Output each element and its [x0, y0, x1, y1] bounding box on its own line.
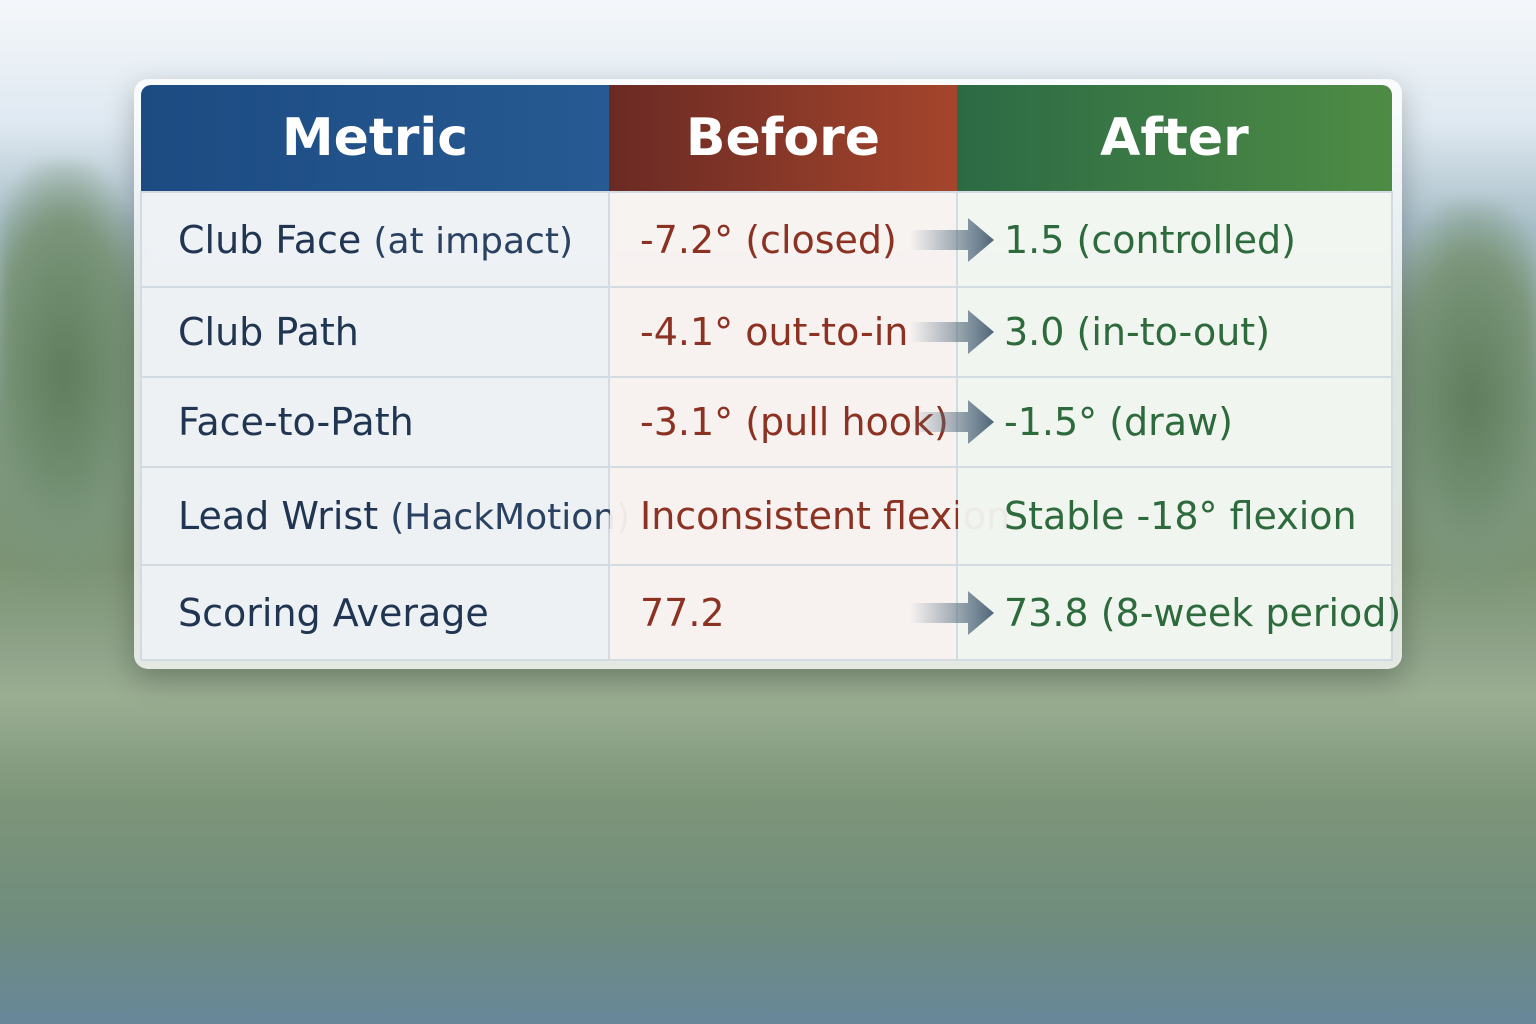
after-cell: 73.8 (8-week period) [910, 564, 1401, 661]
after-value: 73.8 (8-week period) [1004, 590, 1402, 635]
metric-cell: Club Face (at impact) [140, 191, 610, 288]
after-cell: 1.5 (controlled) [910, 191, 1393, 288]
before-value: Inconsistent flexion [640, 494, 1011, 538]
after-value: 1.5 (controlled) [1004, 217, 1296, 262]
arrow-right-icon [910, 217, 994, 262]
metric-cell: Face-to-Path [140, 376, 610, 468]
before-value: -4.1° out-to-in [640, 310, 909, 354]
header-after: After [957, 85, 1392, 192]
before-value: 77.2 [640, 590, 725, 635]
header-before: Before [609, 85, 957, 192]
after-value: Stable -18° flexion [1004, 494, 1357, 538]
metric-qualifier: (at impact) [373, 220, 574, 262]
after-cell: -1.5° (draw) [910, 376, 1393, 468]
metric-label: Scoring Average [178, 590, 489, 635]
metric-cell: Club Path [140, 286, 610, 378]
before-cell: 77.2 [608, 564, 958, 661]
table-row: Club Face (at impact) -7.2° (closed) 1.5… [140, 191, 1393, 288]
after-cell: 3.0 (in-to-out) [910, 286, 1393, 378]
after-value: -1.5° (draw) [1004, 400, 1233, 444]
before-value: -3.1° (pull hook) [640, 400, 949, 444]
before-cell: -7.2° (closed) [608, 191, 958, 288]
arrow-right-icon [910, 400, 994, 444]
metric-cell: Scoring Average [140, 564, 610, 661]
metric-label: Lead Wrist [178, 494, 379, 538]
arrow-right-icon [910, 590, 994, 635]
metric-cell: Lead Wrist (HackMotion) [140, 466, 630, 566]
after-cell: Stable -18° flexion [956, 466, 1393, 566]
before-cell: -4.1° out-to-in [608, 286, 958, 378]
comparison-table: Metric Before After Club Face (at impact… [140, 85, 1401, 661]
table-row: Club Path -4.1° out-to-in 3.0 (in-to-out… [140, 286, 1393, 378]
header-metric: Metric [141, 85, 609, 192]
metric-label: Club Face [178, 217, 362, 262]
before-value: -7.2° (closed) [640, 217, 897, 262]
arrow-right-icon [910, 310, 994, 354]
after-value: 3.0 (in-to-out) [1004, 310, 1271, 354]
metric-label: Face-to-Path [178, 400, 414, 444]
background-trees-right [1376, 200, 1536, 600]
before-cell: -3.1° (pull hook) [608, 376, 958, 468]
table-row: Scoring Average 77.2 73.8 (8-week period… [140, 564, 1401, 661]
table-row: Face-to-Path -3.1° (pull hook) -1.5° (dr… [140, 376, 1393, 468]
before-cell: Inconsistent flexion [608, 466, 1010, 566]
comparison-card: Metric Before After Club Face (at impact… [134, 79, 1402, 669]
background-trees-left [0, 160, 160, 590]
metric-qualifier: (HackMotion) [390, 497, 631, 538]
table-row: Lead Wrist (HackMotion) Inconsistent fle… [140, 466, 1393, 566]
metric-label: Club Path [178, 310, 359, 354]
